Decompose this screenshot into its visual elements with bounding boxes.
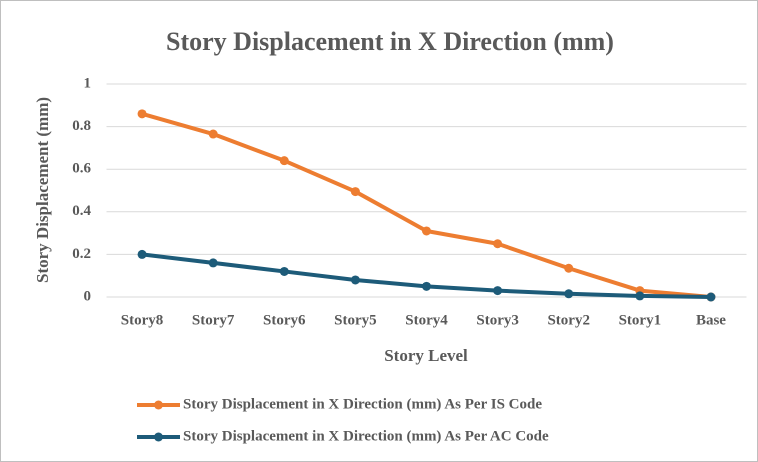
data-point <box>493 239 503 249</box>
data-point <box>137 109 147 119</box>
x-tick-label: Base <box>696 312 726 328</box>
x-tick-label: Story3 <box>476 312 519 328</box>
data-point <box>137 249 147 259</box>
y-tick-label: 0.4 <box>72 203 91 219</box>
legend-label: Story Displacement in X Direction (mm) A… <box>183 428 549 444</box>
data-point <box>422 281 431 291</box>
x-tick-label: Story2 <box>547 312 590 328</box>
data-point <box>564 289 574 299</box>
legend-label: Story Displacement in X Direction (mm) A… <box>183 396 542 412</box>
y-tick-label: 0.2 <box>72 246 91 262</box>
data-point <box>350 187 360 197</box>
x-tick-label: Story5 <box>334 312 377 328</box>
x-tick-label: Story1 <box>619 312 662 328</box>
chart-title: Story Displacement in X Direction (mm) <box>166 27 614 56</box>
x-tick-label: Story8 <box>121 312 164 328</box>
legend-marker <box>154 432 163 442</box>
x-tick-label: Story4 <box>405 312 448 328</box>
data-point <box>350 275 360 285</box>
data-point <box>279 156 289 166</box>
data-point <box>706 292 716 302</box>
legend-marker <box>154 400 163 410</box>
x-tick-label: Story7 <box>192 312 235 328</box>
y-tick-label: 0.6 <box>72 161 91 177</box>
data-point <box>208 129 218 139</box>
y-tick-label: 1 <box>84 75 92 91</box>
data-point <box>279 266 289 276</box>
y-axis-title: Story Displacement (mm) <box>33 97 52 283</box>
data-point <box>635 291 645 301</box>
y-tick-label: 0.8 <box>72 118 91 134</box>
data-point <box>493 286 503 296</box>
data-point <box>422 226 431 236</box>
x-axis-title: Story Level <box>384 346 468 365</box>
data-point <box>208 258 218 268</box>
y-tick-label: 0 <box>84 288 92 304</box>
data-point <box>564 263 574 273</box>
x-tick-label: Story6 <box>263 312 306 328</box>
